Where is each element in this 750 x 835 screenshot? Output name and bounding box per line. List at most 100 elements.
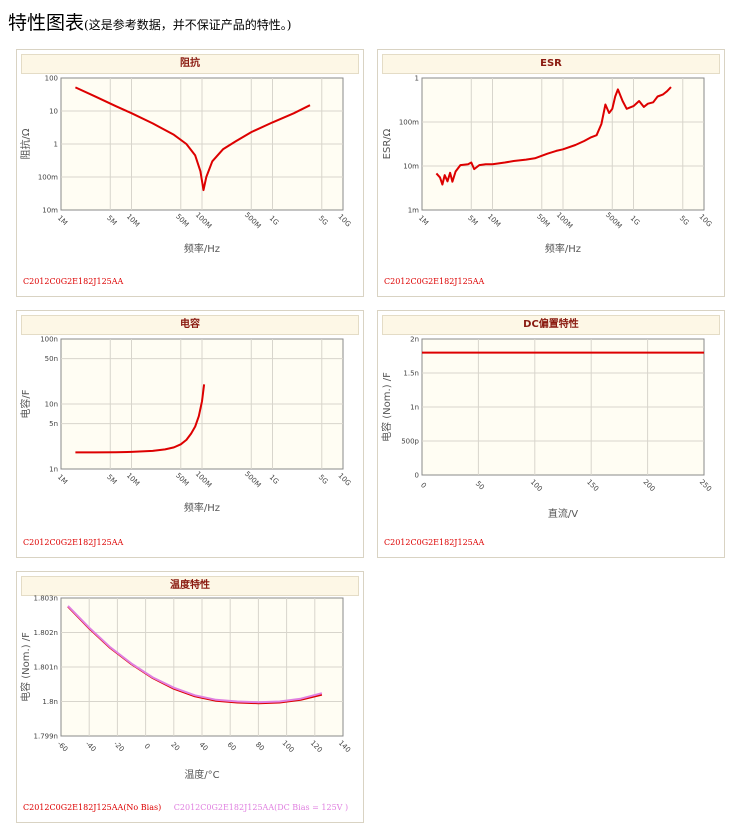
y-axis-label: 电容 (Nom.) /F <box>380 372 393 442</box>
x-tick-label: 1G <box>629 214 642 227</box>
y-tick-label: 1.802n <box>34 629 58 637</box>
x-tick-label: -60 <box>56 740 70 754</box>
x-axis-label: 温度/°C <box>184 768 219 781</box>
x-axis-label: 直流/V <box>548 507 578 520</box>
chart-title: 阻抗 <box>21 54 359 74</box>
y-tick-label: 1n <box>49 466 58 474</box>
impedance-chart-panel: 阻抗 1M 5M 10M 50M 100M 500M 1G 5G 10G 10m 100m 1 10 10… <box>16 49 364 297</box>
x-tick-label: 50M <box>535 212 551 228</box>
x-tick-label: 5G <box>317 214 330 227</box>
y-tick-label: 10m <box>403 163 419 171</box>
legend-entry: C2012C0G2E182J125AA(No Bias) <box>23 803 162 812</box>
y-tick-label: 50n <box>45 355 58 363</box>
chart-legend: C2012C0G2E182J125AA <box>384 538 484 547</box>
x-tick-label: 0 <box>419 481 428 490</box>
x-tick-label: 10G <box>698 213 714 229</box>
esr-chart: 1M 5M 10M 50M 100M 500M 1G 5G 10G 1m 10m 100m 1 频率/Hz… <box>382 75 714 256</box>
x-tick-label: 5M <box>105 214 118 227</box>
x-tick-label: 120 <box>309 739 324 754</box>
x-tick-label: -40 <box>84 740 98 754</box>
x-tick-label: 150 <box>585 478 600 493</box>
chart-title: DC偏置特性 <box>382 315 720 335</box>
series-line <box>75 384 206 454</box>
impedance-chart: 1M 5M 10M 50M 100M 500M 1G 5G 10G 10m 100m 1 10 100 频率… <box>19 75 353 256</box>
x-tick-label: 500M <box>243 470 262 489</box>
y-tick-label: 10m <box>42 207 58 215</box>
series-line <box>67 605 323 704</box>
y-tick-label: 500p <box>401 438 419 446</box>
x-tick-label: 50M <box>174 212 190 228</box>
y-tick-label: 100 <box>45 75 58 83</box>
x-axis-label: 频率/Hz <box>545 242 581 255</box>
y-tick-label: 1 <box>54 141 58 149</box>
page-title-note: (这是参考数据，并不保证产品的特性。) <box>84 18 292 32</box>
x-axis-label: 频率/Hz <box>184 501 220 514</box>
x-tick-label: 5M <box>466 214 479 227</box>
x-tick-label: 10M <box>125 212 141 228</box>
x-tick-label: 500M <box>243 211 262 230</box>
y-tick-label: 2n <box>410 336 419 344</box>
y-axis-label: ESR/Ω <box>382 128 393 159</box>
y-tick-label: 1 <box>415 75 419 83</box>
legend-entry: C2012C0G2E182J125AA <box>384 277 485 286</box>
legend-entry: C2012C0G2E182J125AA(DC Bias = 125V ) <box>173 803 349 812</box>
y-tick-label: 1m <box>408 207 419 215</box>
dc-bias-chart-panel: DC偏置特性 0 50 100 150 200 250 0 500p 1n 1.5n 2n 直流/V 电… <box>377 310 725 558</box>
x-tick-label: 100M <box>194 211 213 230</box>
y-tick-label: 0 <box>415 472 419 480</box>
x-tick-label: 1M <box>56 214 69 227</box>
dc-bias-chart: 0 50 100 150 200 250 0 500p 1n 1.5n 2n 直流/V 电容 (Nom.… <box>380 336 713 521</box>
chart-legend: C2012C0G2E182J125AA <box>23 538 123 547</box>
x-axis-label: 频率/Hz <box>184 242 220 255</box>
x-tick-label: 250 <box>698 478 713 493</box>
x-tick-label: 50 <box>474 480 486 492</box>
y-axis-label: 电容 (Nom.) /F <box>19 632 32 702</box>
chart-legend: C2012C0G2E182J125AA(No Bias) C2012C0G2E1… <box>23 803 348 812</box>
series-line <box>435 86 672 186</box>
x-tick-label: 1M <box>56 473 69 486</box>
x-tick-label: 50M <box>174 471 190 487</box>
chart-title: 温度特性 <box>21 576 359 596</box>
chart-legend: C2012C0G2E182J125AA <box>384 277 484 286</box>
y-tick-label: 10n <box>45 401 58 409</box>
capacitance-chart: 1M 5M 10M 50M 100M 500M 1G 5G 10G 1n 5n 10n 50n 100n 频… <box>19 336 353 515</box>
y-tick-label: 1.801n <box>34 664 58 672</box>
y-tick-label: 1n <box>410 404 419 412</box>
x-tick-label: 100M <box>555 211 574 230</box>
x-tick-label: 40 <box>197 741 209 753</box>
legend-entry: C2012C0G2E182J125AA <box>23 538 124 547</box>
x-tick-label: 10M <box>486 212 502 228</box>
y-tick-label: 5n <box>49 420 58 428</box>
y-tick-label: 100m <box>38 174 58 182</box>
x-tick-label: 80 <box>254 741 266 753</box>
y-tick-label: 1.803n <box>34 595 58 603</box>
temperature-chart-panel: 温度特性 -60 -40 -20 0 20 40 60 80 100 120 140 1.799n 1.… <box>16 571 364 823</box>
x-tick-label: 1M <box>417 214 430 227</box>
x-tick-label: 20 <box>169 741 181 753</box>
page-title-main: 特性图表 <box>8 12 85 34</box>
x-tick-label: 1G <box>268 214 281 227</box>
capacitance-chart-panel: 电容 1M 5M 10M 50M 100M 500M 1G 5G 10G 1n 5n 10n 50n 10… <box>16 310 364 558</box>
x-tick-label: 10M <box>125 471 141 487</box>
x-tick-label: 10G <box>337 472 353 488</box>
y-axis-label: 阻抗/Ω <box>19 128 32 159</box>
x-tick-label: 500M <box>604 211 623 230</box>
y-tick-label: 100m <box>399 119 419 127</box>
x-tick-label: 200 <box>641 478 656 493</box>
esr-chart-panel: ESR 1M 5M 10M 50M 100M 500M 1G 5G 10G 1m 10m 100m 1 频… <box>377 49 725 297</box>
x-tick-label: -20 <box>112 740 126 754</box>
legend-entry: C2012C0G2E182J125AA <box>384 538 485 547</box>
chart-title: ESR <box>382 54 720 74</box>
x-tick-label: 10G <box>337 213 353 229</box>
x-tick-label: 100M <box>194 470 213 489</box>
y-tick-label: 1.799n <box>34 733 58 741</box>
x-tick-label: 5G <box>678 214 691 227</box>
temperature-chart: -60 -40 -20 0 20 40 60 80 100 120 140 1.799n 1.8n 1.8… <box>19 595 352 782</box>
series-line <box>74 86 311 192</box>
x-tick-label: 100 <box>529 478 544 493</box>
x-tick-label: 140 <box>337 739 352 754</box>
x-tick-label: 1G <box>268 473 281 486</box>
page-title: 特性图表(这是参考数据，并不保证产品的特性。) <box>8 8 291 35</box>
x-tick-label: 5G <box>317 473 330 486</box>
chart-title: 电容 <box>21 315 359 335</box>
